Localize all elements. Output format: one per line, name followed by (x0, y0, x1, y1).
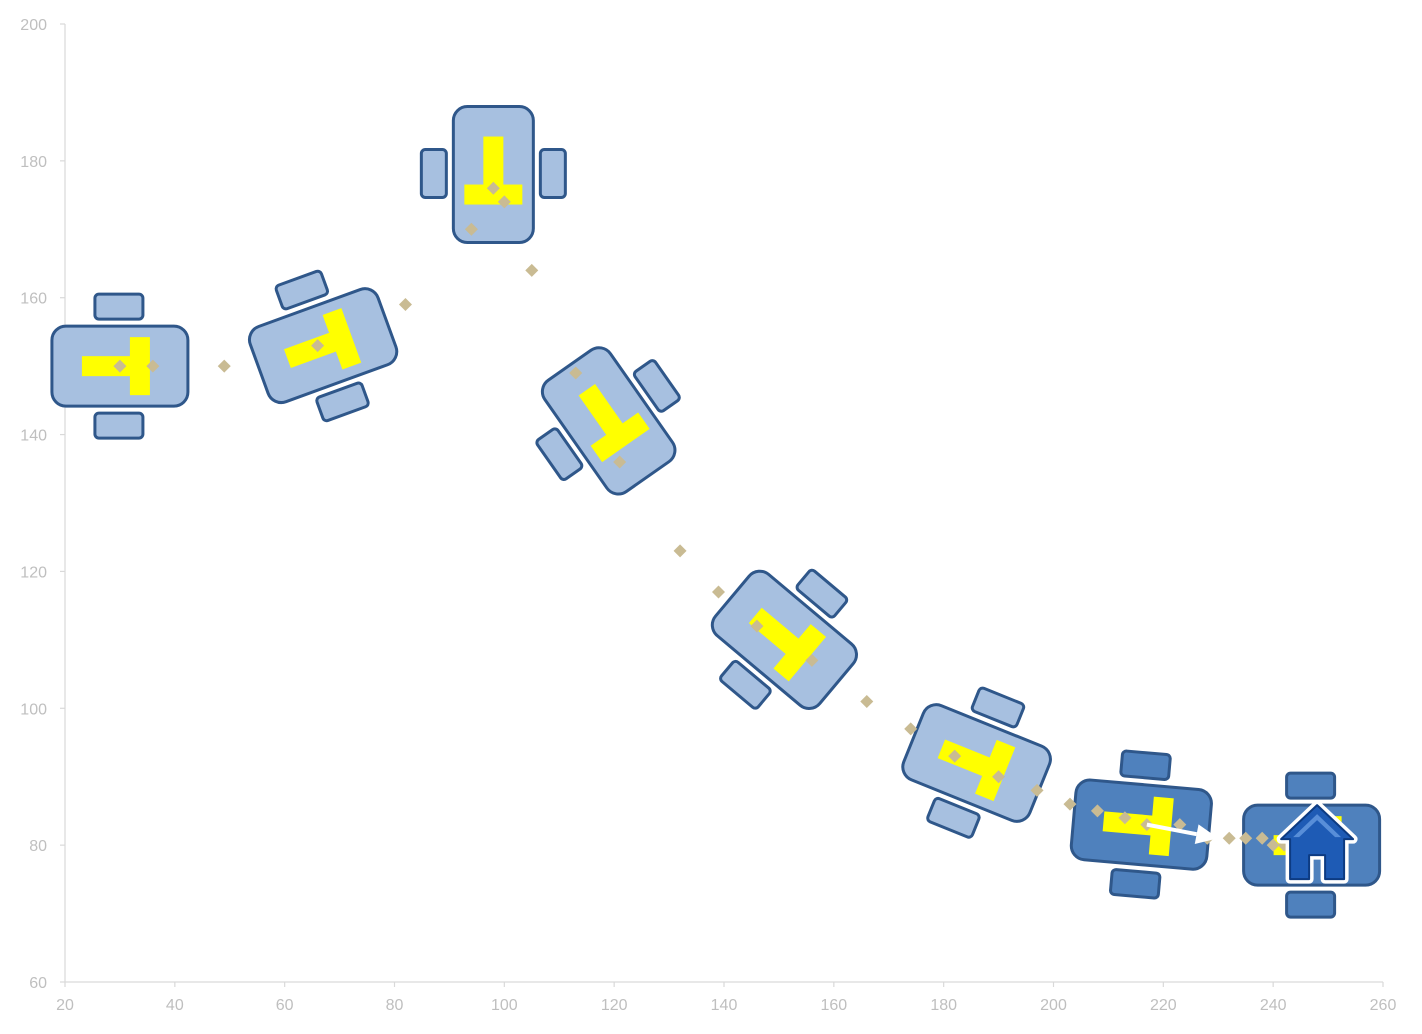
home-icon (1276, 800, 1358, 884)
t-marker-stem (937, 739, 992, 777)
y-tick-label: 180 (20, 154, 47, 171)
robot-wheel (719, 659, 772, 710)
t-marker-stem (748, 607, 801, 656)
robot-wheel (93, 292, 145, 321)
data-point (1255, 831, 1269, 845)
robot-wheel (315, 381, 370, 423)
x-tick-label: 60 (276, 997, 294, 1014)
y-tick-label: 80 (29, 838, 47, 855)
x-tick-label: 20 (56, 997, 74, 1014)
data-point (1090, 804, 1104, 818)
data-point (1118, 811, 1132, 825)
y-tick-label: 200 (20, 17, 47, 34)
overlay-layer (1146, 800, 1358, 884)
robot-wheel (970, 686, 1026, 729)
robot-wheel (1119, 749, 1172, 781)
home-icon-highlight (1293, 814, 1342, 838)
direction-arrow (1146, 822, 1198, 837)
t-marker-crossbar (773, 624, 827, 682)
x-tick-label: 260 (1370, 997, 1397, 1014)
x-tick-label: 180 (930, 997, 957, 1014)
t-marker-stem (483, 136, 504, 187)
x-tick-label: 220 (1150, 997, 1177, 1014)
data-points (113, 181, 1308, 852)
data-point (1222, 831, 1236, 845)
data-point (613, 455, 627, 469)
home-icon-fill (1280, 804, 1355, 881)
x-tick-label: 240 (1260, 997, 1287, 1014)
data-point (311, 339, 325, 353)
y-tick-label: 120 (20, 564, 47, 581)
x-tick-label: 100 (491, 997, 518, 1014)
robot-wheel (632, 359, 681, 413)
robot-wheel (795, 568, 849, 619)
y-tick-label: 100 (20, 701, 47, 718)
data-point (750, 619, 764, 633)
robot-wheel (926, 796, 981, 839)
data-point (805, 653, 819, 667)
robot-wheel (274, 269, 330, 311)
data-point (1173, 818, 1187, 832)
t-marker-stem (283, 332, 338, 369)
t-marker-crossbar (322, 308, 362, 370)
t-marker-crossbar (975, 739, 1016, 802)
y-tick-label: 160 (20, 291, 47, 308)
data-point (712, 585, 726, 599)
y-tick-label: 60 (29, 975, 47, 992)
robot-wheel (535, 427, 584, 481)
robot-wheel (93, 411, 145, 440)
robots-layer (50, 105, 1382, 919)
robot-marker (419, 105, 567, 245)
t-marker-stem (1102, 811, 1155, 836)
data-point (1030, 783, 1044, 797)
data-point (1239, 831, 1253, 845)
y-tick-label: 140 (20, 428, 47, 445)
data-point (464, 222, 478, 236)
robot-marker (535, 346, 681, 496)
data-point (525, 263, 539, 277)
x-tick-label: 40 (166, 997, 184, 1014)
axes: 20 40 60 80 100 120 140 160 180 200 220 240 260 60 80 1… (20, 17, 1396, 1014)
robot-wheel (1109, 868, 1162, 900)
data-point (217, 359, 231, 373)
x-tick-label: 120 (601, 997, 628, 1014)
data-point (497, 195, 511, 209)
data-point (1063, 797, 1077, 811)
robot-wheel (1285, 890, 1337, 919)
x-tick-label: 160 (820, 997, 847, 1014)
x-tick-label: 200 (1040, 997, 1067, 1014)
data-point (860, 694, 874, 708)
t-marker-crossbar (129, 337, 150, 396)
x-tick-label: 140 (711, 997, 738, 1014)
data-point (146, 359, 160, 373)
x-tick-label: 80 (386, 997, 404, 1014)
data-point (904, 722, 918, 736)
arrow-head (1194, 824, 1219, 844)
robot-wheel (538, 148, 567, 200)
data-point (398, 298, 412, 312)
data-point (948, 749, 962, 763)
data-point (569, 366, 583, 380)
t-marker-stem (578, 384, 624, 437)
t-marker-crossbar (590, 412, 650, 463)
robot-wheel (1285, 771, 1337, 800)
robot-marker (901, 686, 1052, 839)
data-point (992, 770, 1006, 784)
robot-wheel (419, 148, 448, 200)
data-point (113, 359, 127, 373)
robot-marker (710, 568, 858, 710)
data-point (1266, 838, 1280, 852)
data-point (486, 181, 500, 195)
data-point (673, 544, 687, 558)
